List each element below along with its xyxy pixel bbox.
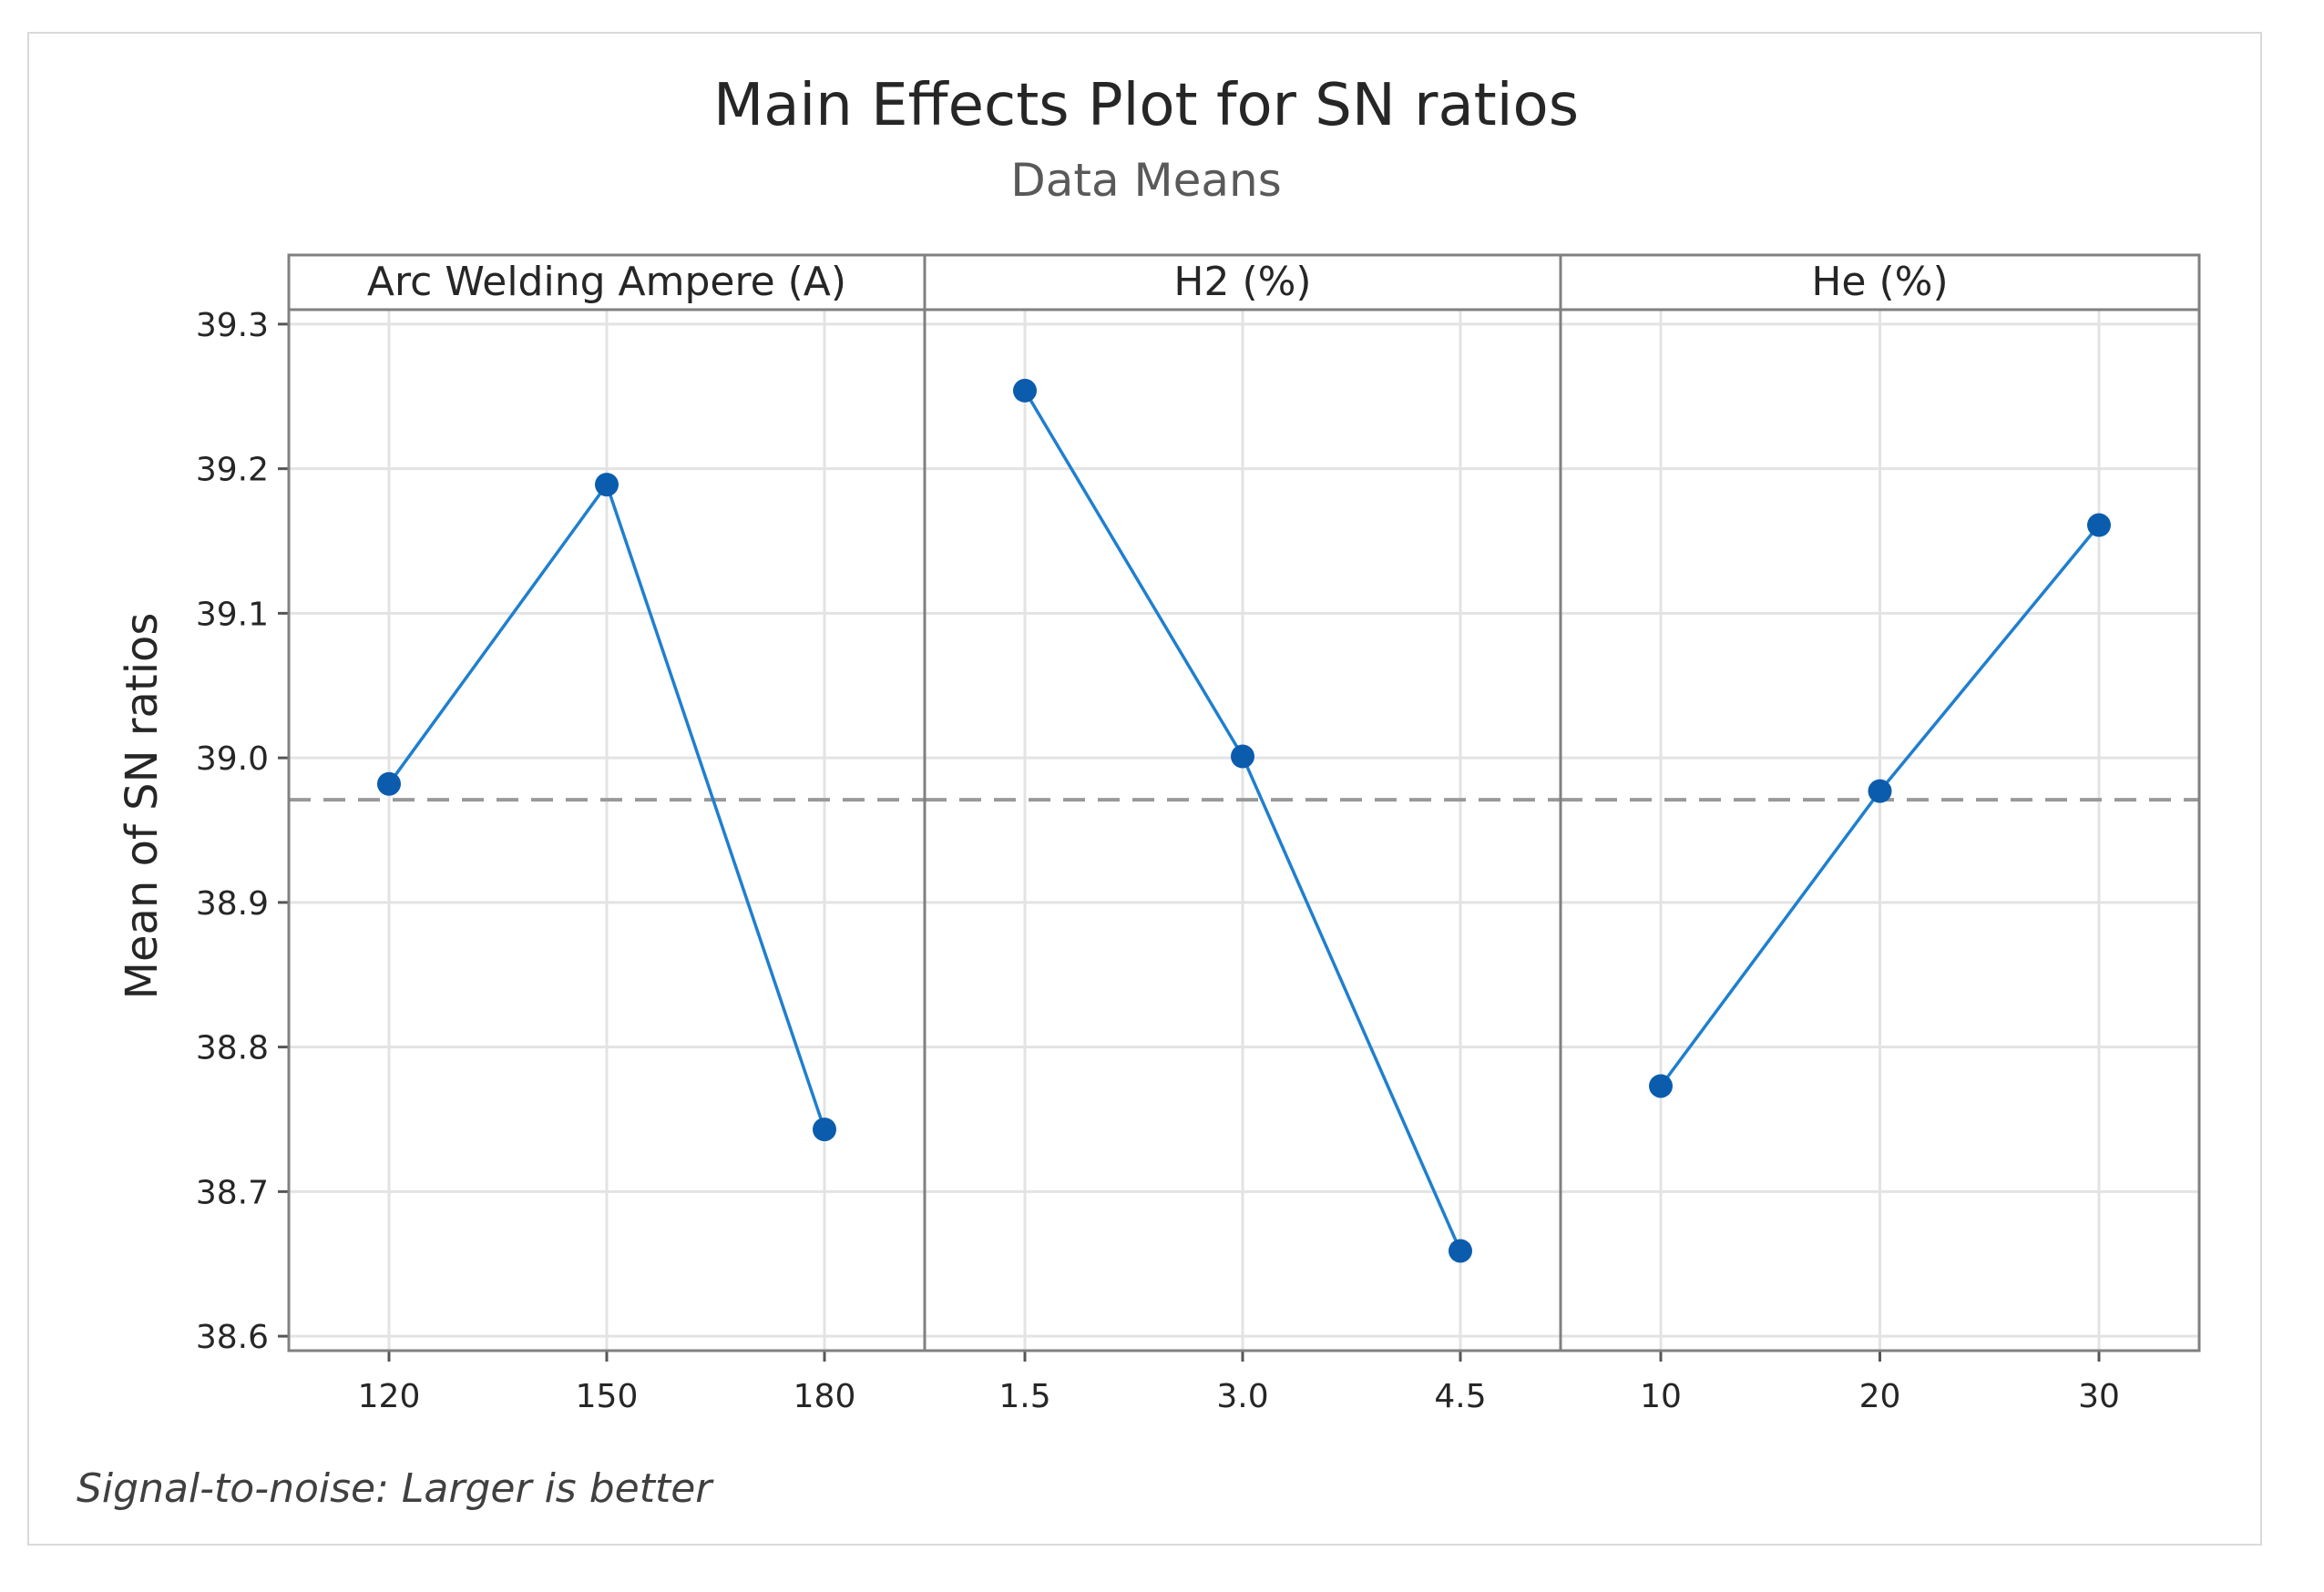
panel-border [1559,308,2201,1352]
series-line-segment [387,484,609,785]
plot-area: 38.6 38.7 38.8 38.9 39.0 39.1 39.2 39.3 120 150 18… [196,253,2201,1415]
data-point [1231,744,1254,769]
series-line-segment [605,484,826,1130]
panel-label: He (%) [1811,259,1948,305]
y-tick-label: 38.8 [196,1030,269,1067]
y-tick-label: 38.7 [196,1174,269,1211]
x-tick-label: 3.0 [1216,1378,1268,1415]
x-tick-label: 120 [358,1378,421,1415]
panel-label: H2 (%) [1173,259,1311,305]
x-tick-label: 30 [2078,1378,2120,1415]
chart-title: Main Effects Plot for SN ratios [713,72,1579,139]
y-tick-label: 39.1 [196,596,269,633]
panel-header [1559,253,2201,311]
data-point [1868,779,1892,803]
x-tick-label: 20 [1859,1378,1901,1415]
series-line-segment [1879,524,2101,792]
data-point [595,473,619,497]
x-tick-label: 1.5 [998,1378,1050,1415]
y-tick-label: 39.3 [196,307,269,344]
chart-subtitle: Data Means [1010,154,1282,207]
data-point [1013,378,1037,403]
data-point [377,771,401,796]
x-tick-label: 10 [1640,1378,1682,1415]
y-axis-title: Mean of SN ratios [117,613,168,1000]
footnote: Signal-to-noise: Larger is better [77,1465,714,1512]
y-tick-label: 38.6 [196,1319,269,1356]
data-point [1449,1239,1472,1263]
x-tick-label: 180 [793,1378,856,1415]
data-point [813,1117,836,1142]
series-line-segment [1023,390,1244,758]
series-line-segment [1241,755,1462,1252]
x-tick-label: 150 [576,1378,639,1415]
y-tick-label: 39.0 [196,740,269,778]
chart-frame: Main Effects Plot for SN ratios Data Mea… [27,32,2262,1546]
panel-header [923,253,1562,311]
y-tick-label: 38.9 [196,885,269,923]
panel-header [287,253,927,311]
y-tick-label: 39.2 [196,452,269,489]
data-point [2087,513,2111,537]
data-point [1649,1074,1673,1098]
x-tick-label: 4.5 [1434,1378,1486,1415]
panel-label: Arc Welding Ampere (A) [367,259,846,305]
series-line-segment [1659,790,1881,1087]
main-effects-chart: Main Effects Plot for SN ratios Data Mea… [77,72,2201,1512]
